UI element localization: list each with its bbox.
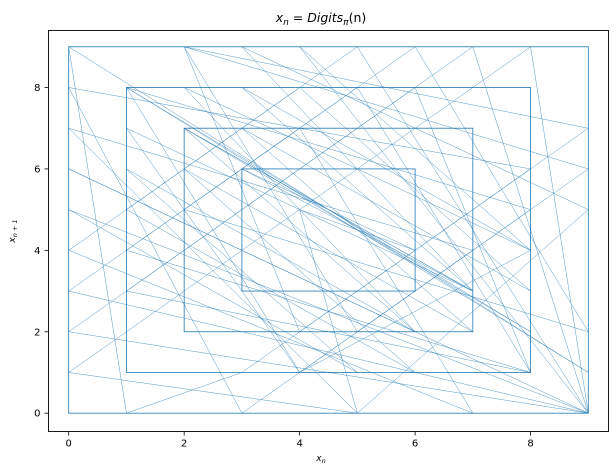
series-segment	[68, 209, 358, 373]
series-segment	[184, 128, 473, 292]
title-eq: =	[289, 10, 307, 25]
series-segment	[472, 128, 589, 210]
series-segment	[126, 128, 300, 251]
series-segment	[126, 168, 416, 332]
x-axis-label: xn	[315, 454, 325, 465]
series-segment	[184, 168, 416, 373]
series-segment	[241, 290, 358, 373]
y-axis-label-sub: n + 1	[11, 219, 19, 237]
title-lhs: x	[275, 10, 284, 25]
series-segment	[241, 128, 473, 332]
series-segment	[241, 46, 589, 210]
y-tick-label: 8	[34, 83, 40, 94]
nested-square-2	[183, 127, 474, 333]
series-segment	[184, 168, 473, 332]
series-segment	[241, 209, 300, 251]
x-axis-label-sub: n	[322, 457, 326, 465]
nested-square-3	[241, 168, 416, 292]
series-segment	[357, 209, 589, 414]
series-segment	[184, 46, 589, 129]
series-segment	[68, 87, 243, 414]
series-segment	[68, 128, 358, 414]
series-segment	[357, 46, 589, 414]
x-tick-label: 2	[181, 439, 187, 450]
series-segment	[241, 87, 473, 292]
series-segment	[472, 46, 589, 414]
series-segment	[241, 87, 531, 251]
y-tick-label: 0	[34, 409, 40, 420]
series-segment	[241, 290, 416, 414]
series-segment	[299, 250, 531, 373]
title-func: Digits	[307, 10, 343, 25]
nested-square-1	[126, 87, 531, 373]
x-tick-label: 0	[66, 439, 72, 450]
series-segment	[183, 46, 358, 332]
series-segment	[68, 87, 531, 170]
title-lhs-sub: n	[283, 18, 289, 28]
title-arg: (n)	[349, 10, 367, 25]
series-segment	[126, 209, 416, 373]
x-axis-label-base: x	[315, 454, 322, 464]
series-segment	[183, 46, 300, 332]
series-segment	[414, 168, 589, 292]
series-segment	[126, 168, 358, 373]
series-segment	[241, 46, 473, 292]
title-func-sub: π	[343, 18, 349, 28]
series-segment	[299, 87, 531, 292]
x-axis: 0 2 4 6 8	[66, 431, 534, 450]
axes-frame	[48, 30, 609, 432]
series-segment	[184, 46, 589, 170]
series-segment	[241, 128, 531, 292]
series-segment	[357, 209, 473, 292]
series-segment	[357, 128, 416, 170]
y-tick-label: 2	[34, 327, 40, 338]
series-segment	[414, 87, 473, 129]
plot-area	[68, 46, 589, 414]
y-axis-label-base: x	[8, 237, 18, 244]
y-tick-label: 6	[34, 164, 40, 175]
nested-square-0	[68, 46, 589, 414]
series-segment	[68, 331, 127, 373]
x-tick-label: 6	[412, 439, 418, 450]
y-axis: 0 2 4 6 8	[34, 83, 49, 420]
x-tick-label: 8	[527, 439, 533, 450]
series-segment	[126, 128, 473, 292]
series-segment	[126, 128, 300, 373]
series-segment	[126, 372, 242, 414]
x-tick-label: 4	[296, 439, 302, 450]
y-tick-label: 4	[34, 246, 40, 257]
series-segment	[530, 46, 589, 414]
chart-title: xn = Digitsπ(n)	[275, 10, 367, 28]
series-segment	[68, 46, 127, 414]
series-segment	[126, 87, 300, 373]
series-segment	[68, 331, 589, 414]
series-segment	[299, 168, 358, 210]
series-segment	[184, 128, 416, 332]
series-segment	[68, 372, 358, 414]
y-axis-label: xn + 1	[8, 219, 19, 243]
series-segment	[472, 46, 531, 88]
series-segment	[126, 290, 531, 373]
series-segment	[126, 87, 531, 210]
